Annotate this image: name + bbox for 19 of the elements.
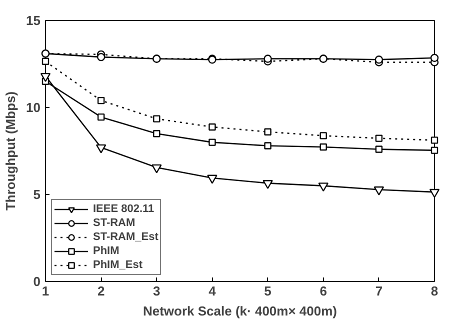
- x-tick-label: 2: [97, 284, 105, 298]
- y-tick-label: 0: [33, 274, 41, 289]
- legend-label: ST-RAM: [93, 216, 136, 230]
- legend-label: PhIM_Est: [93, 258, 143, 272]
- x-tick-label: 1: [42, 284, 50, 298]
- y-tick-label: 15: [26, 13, 41, 28]
- x-tick-label: 6: [320, 284, 327, 298]
- y-axis-title: Throughput (Mbps): [3, 91, 18, 211]
- x-tick-label: 7: [375, 284, 383, 298]
- x-tick-label: 8: [430, 284, 438, 298]
- x-tick-label: 5: [264, 284, 272, 298]
- x-tick-label: 4: [208, 284, 217, 298]
- x-axis-title: Network Scale (k· 400m× 400m): [142, 304, 338, 318]
- y-tick-label: 10: [26, 100, 41, 115]
- legend-label: ST-RAM_Est: [93, 230, 158, 244]
- x-tick-label: 3: [153, 284, 160, 298]
- legend-label: PhIM: [93, 244, 120, 258]
- legend-label: IEEE 802.11: [93, 202, 154, 216]
- y-tick-label: 5: [33, 187, 41, 202]
